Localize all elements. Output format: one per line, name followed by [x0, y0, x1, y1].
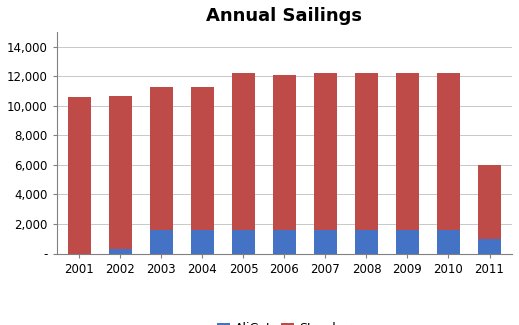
Title: Annual Sailings: Annual Sailings — [207, 7, 362, 25]
Bar — [273, 230, 296, 254]
Bar — [478, 239, 501, 254]
Bar — [437, 230, 460, 254]
Bar — [355, 73, 378, 230]
Bar — [478, 165, 501, 239]
Bar — [314, 73, 337, 230]
Bar — [68, 97, 91, 254]
Bar — [396, 230, 419, 254]
Bar — [109, 249, 132, 254]
Bar — [437, 73, 460, 230]
Legend: AliCat, Streaker: AliCat, Streaker — [212, 317, 357, 325]
Bar — [109, 96, 132, 249]
Bar — [355, 230, 378, 254]
Bar — [191, 87, 214, 230]
Bar — [150, 87, 173, 230]
Bar — [191, 230, 214, 254]
Bar — [232, 230, 255, 254]
Bar — [396, 73, 419, 230]
Bar — [232, 73, 255, 230]
Bar — [150, 230, 173, 254]
Bar — [314, 230, 337, 254]
Bar — [273, 75, 296, 230]
